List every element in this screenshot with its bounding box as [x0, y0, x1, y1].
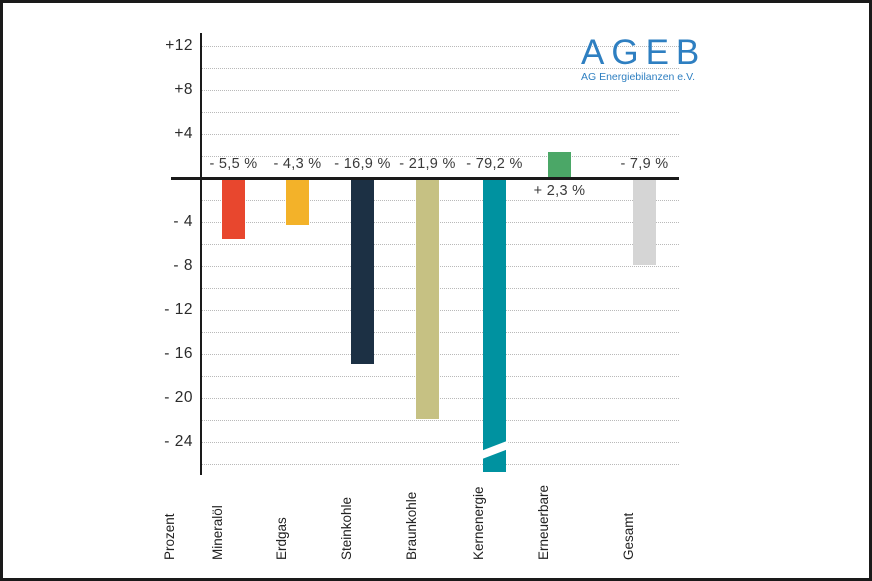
y-axis-line — [200, 33, 202, 475]
bar-value-label-steinkohle: - 16,9 % — [334, 156, 391, 172]
gridline — [201, 420, 679, 421]
y-axis-unit-label: Prozent — [162, 513, 177, 560]
bar-value-label-braunkohle: - 21,9 % — [399, 156, 456, 172]
category-label-steinkohle: Steinkohle — [338, 496, 354, 560]
y-axis-tick-label: - 8 — [173, 257, 193, 274]
gridline — [201, 288, 679, 289]
gridline — [201, 222, 679, 223]
gridline — [201, 156, 679, 157]
bar-erneuerbare — [548, 151, 571, 177]
category-label-braunkohle: Braunkohle — [403, 491, 419, 560]
y-axis-tick-label: - 24 — [164, 433, 193, 450]
gridline — [201, 112, 679, 113]
bar-erdgas — [286, 179, 309, 226]
y-axis-tick-label: +12 — [165, 37, 193, 54]
y-axis-tick-label: +4 — [174, 125, 193, 142]
bar-value-label-kernenergie: - 79,2 % — [466, 156, 523, 172]
gridline — [201, 134, 679, 135]
y-axis-tick-label: - 4 — [173, 213, 193, 230]
category-label-kernenergie: Kernenergie — [470, 486, 486, 560]
category-label-mineraloel: Mineralöl — [209, 505, 225, 560]
gridline — [201, 68, 679, 69]
gridline — [201, 46, 679, 47]
gridline — [201, 244, 679, 245]
bar-gesamt — [633, 179, 656, 265]
ageb-logo: AGEB AG Energiebilanzen e.V. — [581, 35, 699, 83]
category-label-erdgas: Erdgas — [273, 517, 289, 560]
y-axis-tick-label: - 12 — [164, 301, 193, 318]
gridline — [201, 90, 679, 91]
gridline — [201, 310, 679, 311]
gridline — [201, 442, 679, 443]
bar-mineraloel — [222, 179, 245, 239]
gridline — [201, 200, 679, 201]
bar-braunkohle — [416, 179, 439, 419]
bar-value-label-mineraloel: - 5,5 % — [209, 156, 258, 172]
bar-steinkohle — [351, 179, 374, 364]
gridline — [201, 354, 679, 355]
zero-baseline — [171, 177, 679, 180]
y-axis-tick-label: - 20 — [164, 389, 193, 406]
gridline — [201, 464, 679, 465]
bar-value-label-erdgas: - 4,3 % — [273, 156, 322, 172]
gridline — [201, 266, 679, 267]
category-label-gesamt: Gesamt — [620, 512, 636, 560]
y-axis-tick-label: +8 — [174, 81, 193, 98]
gridline — [201, 376, 679, 377]
bar-value-label-erneuerbare: + 2,3 % — [533, 183, 586, 199]
bar-value-label-gesamt: - 7,9 % — [620, 156, 669, 172]
bar-kernenergie — [483, 179, 506, 472]
y-axis-tick-label: - 16 — [164, 345, 193, 362]
ageb-logo-subtitle: AG Energiebilanzen e.V. — [581, 71, 696, 83]
gridline — [201, 332, 679, 333]
ageb-logo-title: AGEB — [581, 33, 707, 72]
gridline — [201, 398, 679, 399]
category-label-erneuerbare: Erneuerbare — [535, 484, 551, 560]
